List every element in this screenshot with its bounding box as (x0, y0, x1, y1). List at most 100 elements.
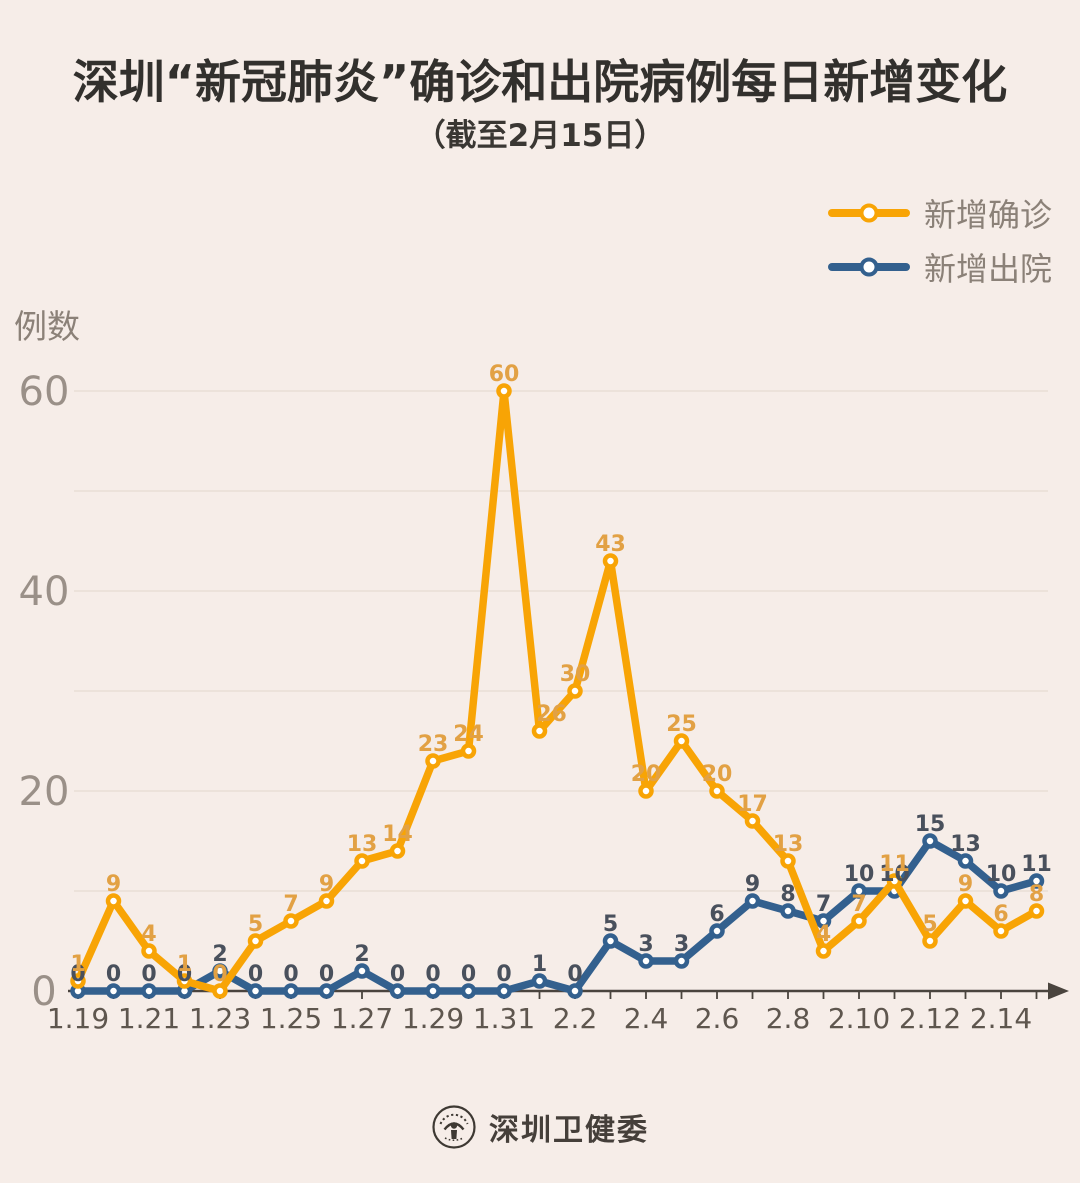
discharged-point-2.8 (780, 903, 796, 919)
discharged-value-label-1.26: 0 (319, 962, 334, 987)
confirmed-value-label-1.25: 7 (283, 892, 298, 917)
discharged-value-label-1.25: 0 (283, 962, 298, 987)
discharged-point-2.15 (1028, 873, 1045, 889)
confirmed-value-label-2.13: 9 (958, 872, 973, 897)
legend-label-discharged: 新增出院 (923, 250, 1052, 288)
discharged-point-1.26 (318, 983, 335, 999)
confirmed-value-label-1.21: 4 (141, 922, 156, 947)
confirmed-point-2.13 (957, 893, 974, 909)
confirmed-value-label-2.3: 43 (595, 532, 626, 557)
discharged-point-2.4 (638, 953, 654, 969)
confirmed-point-2.9 (815, 943, 832, 959)
discharged-point-1.29 (425, 983, 441, 999)
discharged-point-1.25 (283, 983, 299, 999)
discharged-value-label-2.10: 10 (844, 862, 875, 887)
discharged-point-1.20 (105, 983, 122, 999)
x-axis-arrow-icon (1048, 982, 1069, 1000)
y-tick-label-20: 20 (19, 769, 70, 815)
confirmed-value-label-2.10: 7 (851, 892, 866, 917)
discharged-point-1.31 (496, 983, 512, 999)
confirmed-value-label-2.5: 25 (666, 712, 697, 737)
confirmed-value-label-1.24: 5 (248, 912, 263, 937)
discharged-point-1.24 (247, 983, 264, 999)
confirmed-point-1.23 (212, 983, 228, 999)
confirmed-value-label-1.20: 9 (106, 872, 121, 897)
x-tick-label-1.31: 1.31 (473, 1002, 535, 1035)
confirmed-point-2.7 (744, 813, 761, 829)
confirmed-point-2.3 (602, 553, 619, 569)
discharged-value-label-1.23: 2 (212, 942, 227, 967)
discharged-point-2.6 (709, 923, 725, 939)
discharged-value-label-1.24: 0 (248, 962, 263, 987)
confirmed-point-2.10 (851, 913, 867, 929)
confirmed-value-label-1.31: 60 (489, 362, 520, 387)
discharged-value-label-2.7: 9 (745, 872, 760, 897)
discharged-point-2.13 (957, 853, 974, 869)
discharged-value-label-2.14: 10 (986, 862, 1017, 887)
confirmed-value-label-1.27: 13 (347, 832, 378, 857)
discharged-value-label-2.8: 8 (780, 882, 795, 907)
x-tick-label-1.19: 1.19 (47, 1002, 109, 1035)
discharged-point-2.3 (602, 933, 619, 949)
confirmed-value-label-1.29: 23 (418, 732, 449, 757)
discharged-point-1.27 (354, 963, 370, 979)
confirmed-value-label-2.15: 8 (1029, 882, 1044, 907)
confirmed-point-1.20 (105, 893, 122, 909)
discharged-value-label-2.9: 7 (816, 892, 831, 917)
discharged-value-label-2.12: 15 (915, 812, 946, 837)
x-tick-label-2.2: 2.2 (553, 1002, 598, 1035)
confirmed-point-2.6 (709, 783, 725, 799)
confirmed-point-1.24 (247, 933, 264, 949)
x-tick-label-2.14: 2.14 (970, 1002, 1032, 1035)
confirmed-value-label-2.7: 17 (737, 792, 768, 817)
confirmed-point-1.31 (496, 383, 512, 399)
discharged-point-2.1 (531, 973, 548, 989)
legend-marker-dot-confirmed (859, 203, 879, 223)
discharged-value-label-2.13: 13 (950, 832, 981, 857)
discharged-point-2.7 (744, 893, 761, 909)
confirmed-value-label-1.30: 24 (453, 722, 484, 747)
x-tick-label-2.4: 2.4 (624, 1002, 669, 1035)
y-axis-unit-label: 例数 (14, 307, 80, 346)
discharged-point-1.21 (141, 983, 157, 999)
legend-item-confirmed: 新增确诊 (827, 192, 1052, 234)
discharged-point-2.5 (673, 953, 690, 969)
confirmed-point-1.27 (354, 853, 370, 869)
confirmed-value-label-2.11: 11 (879, 852, 910, 877)
discharged-value-label-1.28: 0 (390, 962, 405, 987)
discharged-value-label-1.22: 0 (177, 962, 192, 987)
discharged-point-1.28 (389, 983, 406, 999)
confirmed-value-label-2.4: 20 (631, 762, 662, 787)
x-tick-label-2.8: 2.8 (766, 1002, 811, 1035)
discharged-value-label-1.20: 0 (106, 962, 121, 987)
discharged-value-label-2.11: 10 (879, 862, 910, 887)
legend: 新增确诊 新增出院 (827, 192, 1052, 288)
confirmed-point-2.5 (673, 733, 690, 749)
x-tick-label-2.12: 2.12 (899, 1002, 961, 1035)
confirmed-value-label-2.1: 26 (536, 702, 567, 727)
discharged-value-label-1.27: 2 (354, 942, 369, 967)
confirmed-point-2.8 (780, 853, 796, 869)
confirmed-point-1.30 (460, 743, 477, 759)
discharged-point-1.30 (460, 983, 477, 999)
legend-line-swatch-discharged (827, 257, 910, 277)
y-tick-label-0: 0 (31, 969, 56, 1015)
legend-item-discharged: 新增出院 (827, 246, 1052, 288)
confirmed-point-2.4 (638, 783, 654, 799)
confirmed-value-label-2.8: 13 (773, 832, 804, 857)
discharged-point-2.2 (567, 983, 583, 999)
confirmed-value-label-1.19: 1 (70, 952, 85, 977)
chart-title: 深圳“新冠肺炎”确诊和出院病例每日新增变化 (72, 55, 1008, 109)
confirmed-point-2.1 (531, 723, 548, 739)
legend-marker-dot-discharged (859, 257, 879, 277)
discharged-point-2.12 (922, 833, 938, 849)
confirmed-point-1.28 (389, 843, 406, 859)
discharged-point-2.10 (851, 883, 867, 899)
confirmed-point-1.25 (283, 913, 299, 929)
x-tick-label-1.25: 1.25 (260, 1002, 322, 1035)
confirmed-point-2.12 (922, 933, 938, 949)
x-tick-label-1.27: 1.27 (331, 1002, 393, 1035)
discharged-value-label-1.29: 0 (425, 962, 440, 987)
